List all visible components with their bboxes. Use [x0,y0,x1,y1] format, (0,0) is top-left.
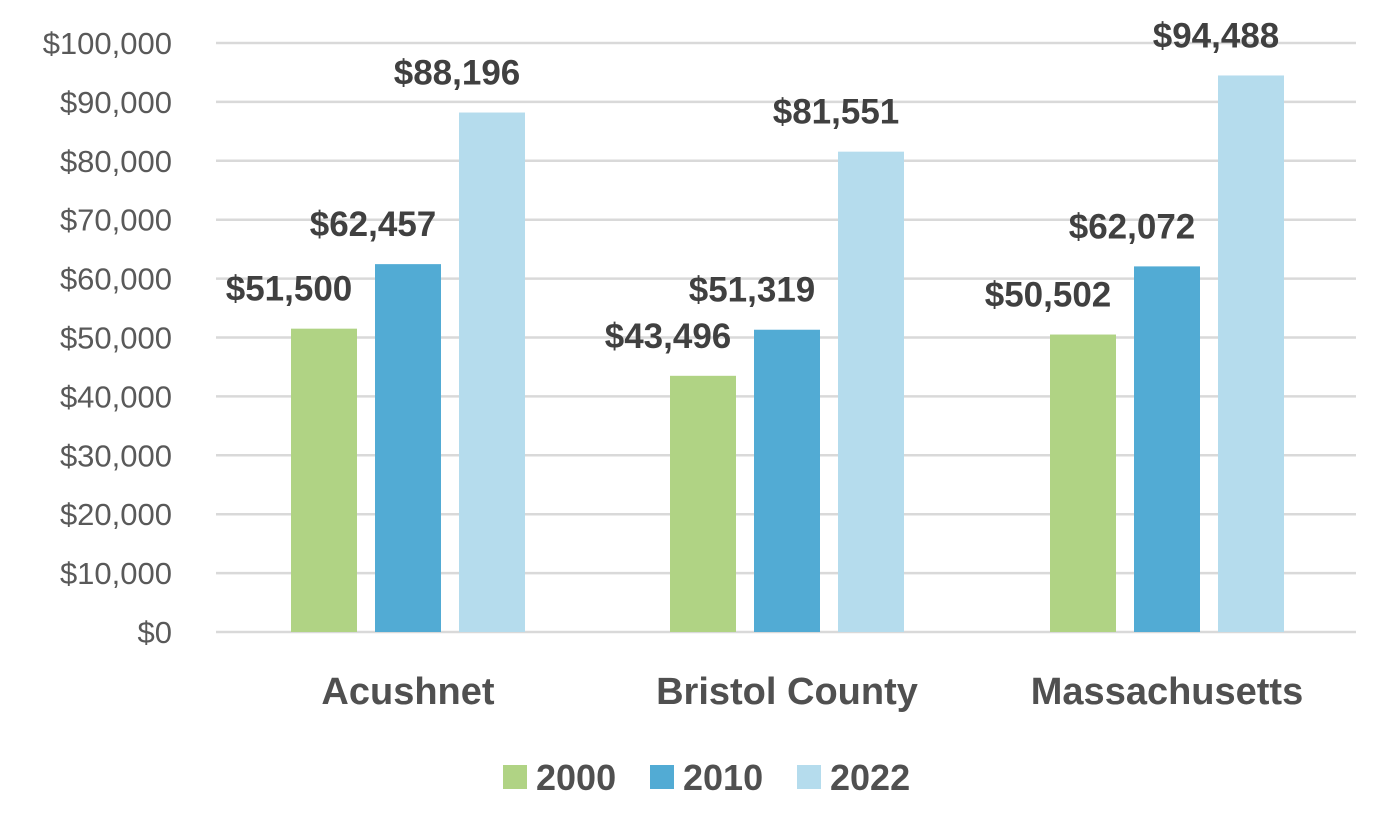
bar-2000-bristol-county [670,375,736,632]
bar-2022-acushnet [459,112,525,632]
y-tick-label: $20,000 [60,497,172,532]
legend-swatch-2022 [797,765,821,789]
legend-swatch-2010 [650,765,674,789]
data-label: $51,500 [226,270,353,309]
data-label: $62,072 [1069,207,1196,246]
bar-2022-bristol-county [838,151,904,632]
category-label: Bristol County [656,671,918,713]
data-label: $94,488 [1153,16,1280,55]
y-tick-label: $50,000 [60,321,172,356]
data-label: $81,551 [773,93,900,132]
y-axis-tick-labels: $0 $10,000 $20,000 $30,000 $40,000 $50,000 $60… [43,26,172,650]
legend-swatch-2000 [503,765,527,789]
bar-2000-massachusetts [1050,334,1116,632]
legend: 2000 2010 2022 [503,757,910,798]
y-tick-label: $30,000 [60,438,172,473]
x-axis-category-labels: Acushnet Bristol County Massachusetts [321,671,1303,713]
bar-2000-acushnet [291,328,357,632]
bar-2010-bristol-county [754,329,820,632]
data-label: $51,319 [689,271,816,310]
category-label: Massachusetts [1031,671,1303,713]
bar-2010-acushnet [375,264,441,632]
data-label: $43,496 [605,317,732,356]
y-tick-label: $60,000 [60,262,172,297]
bar-2022-massachusetts [1218,75,1284,632]
legend-label-2000: 2000 [536,757,616,798]
y-tick-label: $10,000 [60,556,172,591]
data-labels: $51,500 $62,457 $88,196 $43,496 $51,319 $81,5… [226,16,1280,355]
category-label: Acushnet [321,671,494,713]
legend-label-2010: 2010 [683,757,763,798]
y-tick-label: $40,000 [60,379,172,414]
data-label: $62,457 [310,205,437,244]
y-tick-label: $90,000 [60,85,172,120]
y-tick-label: $0 [138,615,172,650]
bar-2010-massachusetts [1134,266,1200,632]
data-label: $88,196 [394,54,521,93]
y-tick-label: $80,000 [60,144,172,179]
data-label: $50,502 [985,276,1112,315]
bars [291,75,1284,632]
legend-label-2022: 2022 [830,757,910,798]
y-tick-label: $70,000 [60,203,172,238]
y-tick-label: $100,000 [43,26,172,61]
